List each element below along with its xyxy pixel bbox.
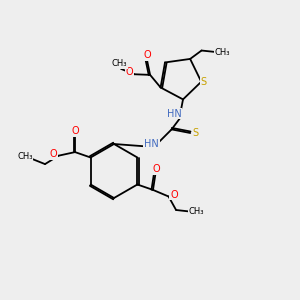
Text: CH₃: CH₃ — [112, 59, 127, 68]
Text: O: O — [152, 164, 160, 174]
Text: O: O — [143, 50, 151, 60]
Text: S: S — [193, 128, 199, 138]
Text: CH₃: CH₃ — [188, 207, 204, 216]
Text: S: S — [201, 77, 207, 87]
Text: CH₃: CH₃ — [215, 47, 230, 56]
Text: CH₃: CH₃ — [17, 152, 33, 161]
Text: O: O — [125, 68, 133, 77]
Text: HN: HN — [167, 109, 182, 119]
Text: HN: HN — [144, 140, 159, 149]
Text: O: O — [49, 149, 57, 159]
Text: O: O — [72, 126, 80, 136]
Text: O: O — [170, 190, 178, 200]
